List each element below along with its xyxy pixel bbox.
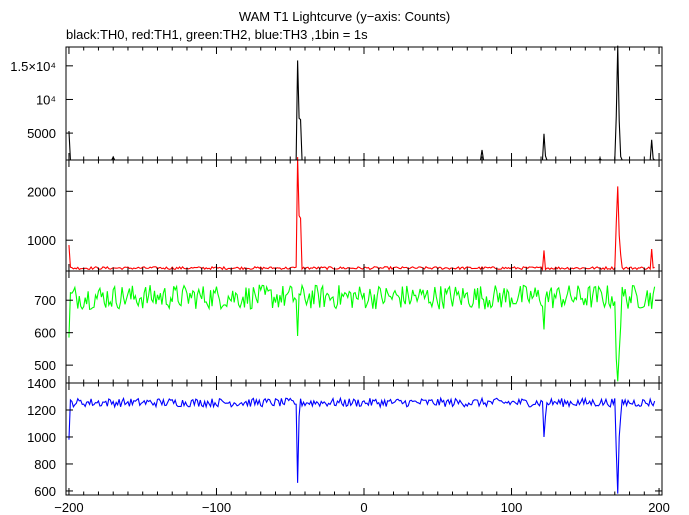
y-tick-label: 1200 xyxy=(27,403,56,418)
y-tick-label: 600 xyxy=(34,484,56,499)
panel-frame-th3 xyxy=(65,382,663,496)
y-tick-label: 700 xyxy=(34,293,56,308)
y-tick-label: 800 xyxy=(34,457,56,472)
chart-subtitle: black:TH0, red:TH1, green:TH2, blue:TH3 … xyxy=(66,27,368,42)
panel-frame-th2 xyxy=(65,270,663,384)
series-line-th2 xyxy=(68,283,656,382)
y-tick-label: 1400 xyxy=(27,376,56,391)
x-tick-label: 100 xyxy=(501,500,523,515)
y-tick-label: 1000 xyxy=(27,233,56,248)
x-tick-label: −100 xyxy=(202,500,231,515)
y-tick-label: 2000 xyxy=(27,184,56,199)
x-tick-label: −200 xyxy=(54,500,83,515)
panel-frame-th0 xyxy=(65,46,663,161)
x-tick-label: 200 xyxy=(648,500,670,515)
y-tick-label: 1000 xyxy=(27,430,56,445)
series-line-th0 xyxy=(68,45,655,161)
y-tick-label: 600 xyxy=(34,326,56,341)
chart-title: WAM T1 Lightcurve (y−axis: Counts) xyxy=(238,9,451,24)
y-tick-label: 5000 xyxy=(27,126,56,141)
panel-frame-th1 xyxy=(65,159,663,272)
x-tick-label: 0 xyxy=(360,500,367,515)
series-line-th1 xyxy=(68,157,655,272)
series-line-th3 xyxy=(68,396,656,494)
y-tick-label: 500 xyxy=(34,358,56,373)
y-tick-label: 1.5×10⁴ xyxy=(10,59,56,74)
y-tick-label: 10⁴ xyxy=(36,92,56,107)
